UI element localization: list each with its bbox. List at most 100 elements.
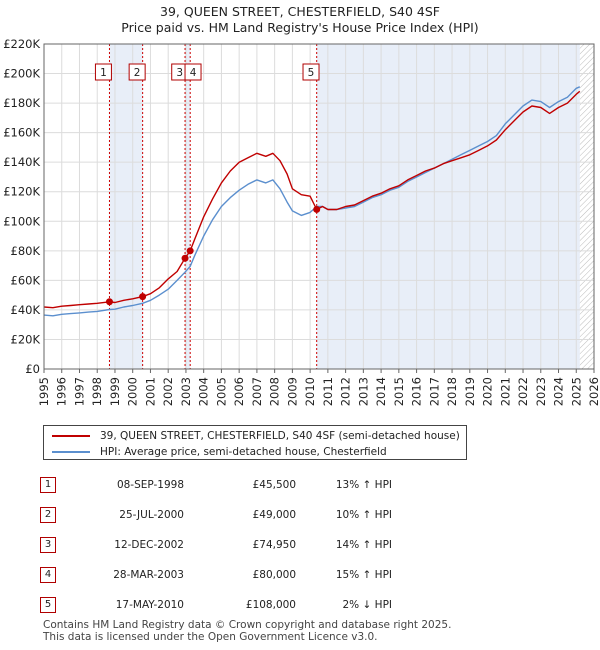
sale-label-text: 3 — [176, 67, 183, 79]
sale-label-5: 5 — [302, 63, 320, 81]
sale-label-text: 4 — [190, 67, 197, 79]
legend-swatch-property — [52, 435, 90, 437]
sale-label-4: 4 — [184, 63, 202, 81]
sale-label-3: 3 — [171, 63, 189, 81]
axis-layer: £0 £20K £40K £60K £80K £100K £120K £140K £160K £1… — [3, 37, 600, 406]
sale-pct: 13% — [335, 479, 360, 491]
sale-label-text: 2 — [134, 67, 141, 79]
sale-label-text: 5 — [308, 67, 315, 79]
x-tick-label: 2017 — [427, 377, 441, 406]
sale-pct: 14% — [335, 539, 360, 551]
sale-price: £49,000 — [252, 509, 296, 521]
x-tick-label: 2022 — [516, 377, 530, 406]
sale-number-badge: 3 — [40, 537, 56, 553]
x-tick-label: 2018 — [445, 377, 459, 406]
sale-label-box — [128, 63, 146, 81]
sale-marker — [181, 254, 189, 262]
x-tick-label: 2014 — [374, 377, 388, 406]
sale-pct: 2% — [342, 599, 360, 611]
x-tick-label: 2008 — [268, 377, 282, 406]
sale-direction: ↑ — [362, 569, 372, 581]
sale-date: 12-DEC-2002 — [114, 539, 184, 551]
legend: 39, QUEEN STREET, CHESTERFIELD, S40 4SF … — [43, 425, 467, 460]
sale-date: 08-SEP-1998 — [116, 479, 184, 491]
x-tick-label: 2002 — [161, 377, 175, 406]
footer-copyright: Contains HM Land Registry data © Crown c… — [43, 619, 452, 631]
y-tick-label: £180K — [3, 96, 40, 110]
sale-hpi-diff: 15% ↑ HPI — [296, 560, 392, 590]
x-tick-label: 2015 — [392, 377, 406, 406]
legend-item-property: 39, QUEEN STREET, CHESTERFIELD, S40 4SF … — [52, 428, 460, 444]
x-tick-label: 1998 — [90, 377, 104, 406]
x-tick-label: 2006 — [232, 377, 246, 406]
shaded-range — [109, 44, 143, 369]
sale-direction: ↓ — [362, 599, 372, 611]
y-tick-label: £60K — [11, 273, 41, 287]
y-tick-label: £40K — [11, 303, 41, 317]
shade-layer — [44, 44, 594, 369]
plot-frame — [43, 43, 595, 370]
chart-subtitle: Price paid vs. HM Land Registry's House … — [121, 20, 479, 35]
legend-label-hpi: HPI: Average price, semi-detached house,… — [100, 446, 387, 458]
x-tick-label: 1996 — [55, 377, 69, 406]
sale-pct: 15% — [335, 569, 360, 581]
legend-item-hpi: HPI: Average price, semi-detached house,… — [52, 444, 387, 460]
footer-licence: This data is licensed under the Open Gov… — [43, 631, 378, 643]
y-tick-label: £160K — [3, 126, 40, 140]
sale-ref: HPI — [374, 569, 392, 581]
x-tick-label: 2010 — [303, 377, 317, 406]
sale-marker — [139, 293, 147, 301]
y-tick-label: £140K — [3, 155, 40, 169]
x-tick-label: 2023 — [534, 377, 548, 406]
x-tick-label: 2012 — [339, 377, 353, 406]
y-tick-label: £0 — [25, 362, 40, 376]
y-tick-label: £200K — [3, 67, 40, 81]
footer: Contains HM Land Registry data © Crown c… — [43, 619, 451, 643]
sale-marker — [186, 247, 194, 255]
sale-hpi-diff: 14% ↑ HPI — [296, 530, 392, 560]
shaded-range — [185, 44, 191, 369]
sale-price: £45,500 — [252, 479, 296, 491]
hpi-line — [43, 86, 581, 317]
x-tick-label: 2016 — [410, 377, 424, 406]
sale-pct: 10% — [335, 509, 360, 521]
legend-swatch-hpi — [52, 451, 90, 453]
sale-ref: HPI — [374, 539, 392, 551]
table-row: 1 08-SEP-1998 £45,500 13% ↑ HPI — [40, 470, 392, 500]
sale-label-2: 2 — [128, 63, 146, 81]
sale-label-box — [302, 63, 320, 81]
shaded-range — [316, 44, 580, 369]
table-row: 3 12-DEC-2002 £74,950 14% ↑ HPI — [40, 530, 392, 560]
sale-date: 25-JUL-2000 — [119, 509, 184, 521]
sale-label-1: 1 — [94, 63, 112, 81]
sale-number-badge: 2 — [40, 507, 56, 523]
forecast-hatch — [579, 44, 594, 369]
sales-table: 1 08-SEP-1998 £45,500 13% ↑ HPI 2 25-JUL-2000… — [40, 470, 392, 620]
x-tick-label: 2005 — [214, 377, 228, 406]
sale-direction: ↑ — [362, 509, 372, 521]
sale-date: 28-MAR-2003 — [113, 569, 184, 581]
sale-label-box — [94, 63, 112, 81]
x-tick-label: 1995 — [37, 377, 51, 406]
x-tick-label: 2004 — [197, 377, 211, 406]
sale-marker — [313, 205, 321, 213]
sale-direction: ↑ — [362, 539, 372, 551]
x-tick-label: 2024 — [552, 377, 566, 406]
table-row: 4 28-MAR-2003 £80,000 15% ↑ HPI — [40, 560, 392, 590]
x-tick-label: 2020 — [481, 377, 495, 406]
y-tick-label: £20K — [11, 332, 41, 346]
table-row: 2 25-JUL-2000 £49,000 10% ↑ HPI — [40, 500, 392, 530]
x-tick-label: 2013 — [356, 377, 370, 406]
x-tick-label: 1997 — [72, 377, 86, 406]
table-row: 5 17-MAY-2010 £108,000 2% ↓ HPI — [40, 590, 392, 620]
sale-ref: HPI — [374, 599, 392, 611]
sale-direction: ↑ — [362, 479, 372, 491]
sale-price: £80,000 — [252, 569, 296, 581]
y-tick-label: £220K — [3, 37, 40, 51]
sale-number-badge: 5 — [40, 597, 56, 613]
sale-label-text: 1 — [100, 67, 107, 79]
sale-hpi-diff: 2% ↓ HPI — [296, 590, 393, 620]
y-tick-label: £80K — [11, 244, 41, 258]
x-tick-label: 2003 — [179, 377, 193, 406]
